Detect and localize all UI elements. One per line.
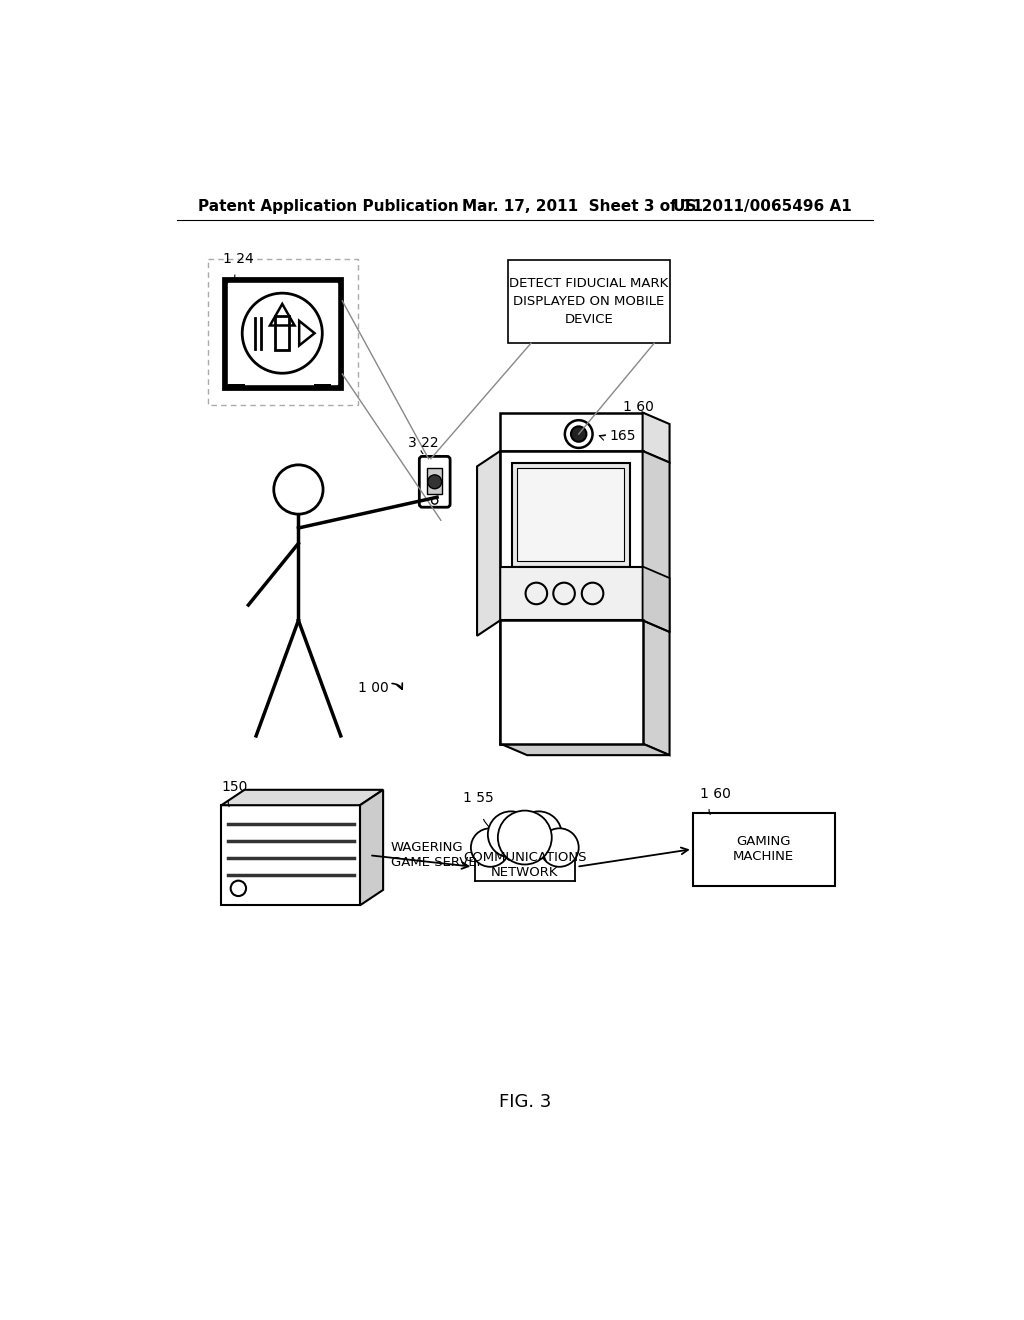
Text: 1 55: 1 55	[463, 791, 494, 805]
Polygon shape	[643, 412, 670, 462]
Polygon shape	[221, 805, 360, 906]
Text: GAMING
MACHINE: GAMING MACHINE	[733, 836, 794, 863]
Polygon shape	[228, 384, 246, 389]
Polygon shape	[223, 277, 342, 389]
FancyBboxPatch shape	[419, 457, 451, 507]
Polygon shape	[692, 813, 836, 886]
Polygon shape	[500, 412, 643, 451]
Polygon shape	[517, 469, 625, 561]
Polygon shape	[512, 462, 630, 566]
Text: Mar. 17, 2011  Sheet 3 of 11: Mar. 17, 2011 Sheet 3 of 11	[462, 198, 702, 214]
Text: US 2011/0065496 A1: US 2011/0065496 A1	[673, 198, 851, 214]
Text: 1 60: 1 60	[624, 400, 654, 414]
Polygon shape	[477, 451, 500, 636]
Text: COMMUNICATIONS
NETWORK: COMMUNICATIONS NETWORK	[463, 851, 587, 879]
Polygon shape	[313, 384, 331, 389]
Polygon shape	[228, 284, 337, 384]
Circle shape	[498, 810, 552, 865]
Polygon shape	[475, 863, 574, 882]
Polygon shape	[221, 789, 383, 805]
Text: 3 22: 3 22	[408, 437, 438, 450]
Text: 1 24: 1 24	[223, 252, 254, 267]
Text: FIG. 3: FIG. 3	[499, 1093, 551, 1110]
Circle shape	[565, 420, 593, 447]
Text: 1 00: 1 00	[357, 681, 388, 696]
Circle shape	[471, 829, 509, 867]
Circle shape	[541, 829, 579, 867]
Polygon shape	[500, 566, 643, 620]
Polygon shape	[500, 743, 670, 755]
Circle shape	[515, 812, 562, 858]
Circle shape	[571, 426, 587, 442]
Polygon shape	[427, 469, 442, 494]
Circle shape	[487, 812, 535, 858]
Circle shape	[428, 475, 441, 488]
Polygon shape	[643, 451, 670, 755]
Text: 165: 165	[609, 429, 636, 442]
Polygon shape	[643, 566, 670, 632]
Polygon shape	[500, 620, 643, 743]
Text: 1 60: 1 60	[700, 787, 731, 801]
Text: WAGERING
GAME SERVER: WAGERING GAME SERVER	[391, 841, 485, 870]
Text: Patent Application Publication: Patent Application Publication	[199, 198, 459, 214]
Polygon shape	[360, 789, 383, 906]
Text: 150: 150	[221, 780, 248, 793]
Polygon shape	[500, 451, 643, 743]
Text: DETECT FIDUCIAL MARK
DISPLAYED ON MOBILE
DEVICE: DETECT FIDUCIAL MARK DISPLAYED ON MOBILE…	[509, 277, 669, 326]
